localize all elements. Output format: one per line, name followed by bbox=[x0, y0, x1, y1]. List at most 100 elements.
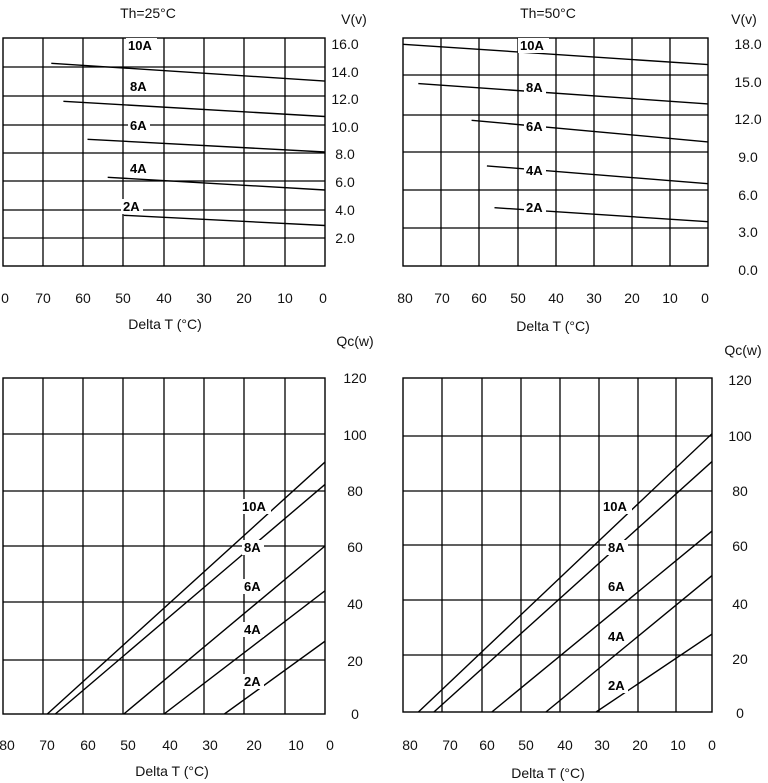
series-line-10a bbox=[417, 433, 712, 712]
series-line-4a bbox=[545, 575, 712, 712]
x-tick-label: 80 bbox=[0, 737, 15, 753]
x-tick-label: 80 bbox=[397, 290, 413, 306]
y-tick-label: 0.0 bbox=[738, 262, 758, 278]
x-tick-label: 60 bbox=[471, 290, 487, 306]
x-tick-label: 30 bbox=[196, 290, 212, 306]
series-label-8a: 8A bbox=[526, 80, 543, 95]
series-line-8a bbox=[63, 100, 325, 118]
series-label-bg bbox=[128, 161, 150, 176]
series-label-bg bbox=[242, 540, 264, 555]
series-label-4a: 4A bbox=[130, 161, 147, 176]
y-tick-label: 4.0 bbox=[335, 202, 355, 218]
series-line-6a bbox=[87, 138, 325, 153]
x-tick-label: 50 bbox=[510, 290, 526, 306]
x-tick-label: 0 bbox=[326, 737, 334, 753]
series-line-6a bbox=[491, 530, 712, 712]
y-tick-label: 9.0 bbox=[738, 149, 758, 165]
y-tick-label: 80 bbox=[347, 483, 363, 499]
x-tick-label: 0 bbox=[319, 290, 327, 306]
series-label-bg bbox=[606, 579, 628, 594]
series-label-bg bbox=[121, 199, 143, 214]
series-label-6a: 6A bbox=[130, 118, 147, 133]
series-label-6a: 6A bbox=[608, 579, 625, 594]
y-tick-label: 120 bbox=[728, 372, 752, 388]
y-tick-label: 6.0 bbox=[738, 187, 758, 203]
x-tick-label: 20 bbox=[236, 290, 252, 306]
series-line-8a bbox=[418, 82, 708, 105]
y-tick-label: 6.0 bbox=[335, 174, 355, 190]
x-tick-label: 10 bbox=[277, 290, 293, 306]
y-tick-label: 60 bbox=[732, 538, 748, 554]
series-label-bg bbox=[524, 200, 546, 215]
chart-panel-1: 10A 8A 6A 4A 2A 16.0 14.0 12.0 10.0 8.0 6.0 4.0 2.0 0… bbox=[1, 5, 367, 332]
series-label-bg bbox=[524, 119, 546, 134]
y-tick-label: 3.0 bbox=[738, 224, 758, 240]
y-tick-label: 80 bbox=[732, 483, 748, 499]
x-tick-label: 10 bbox=[670, 737, 686, 753]
y-tick-label: 0 bbox=[736, 705, 744, 721]
x-axis-title: Delta T (°C) bbox=[135, 763, 209, 779]
series-line-2a bbox=[595, 633, 712, 712]
series-label-bg bbox=[242, 622, 264, 637]
x-tick-label: 40 bbox=[156, 290, 172, 306]
series-line-4a bbox=[163, 590, 325, 714]
x-tick-label: 0 bbox=[1, 290, 9, 306]
x-axis-title: Delta T (°C) bbox=[128, 316, 202, 332]
series-label-2a: 2A bbox=[123, 199, 140, 214]
x-tick-label: 50 bbox=[115, 290, 131, 306]
y-tick-label: 10.0 bbox=[331, 119, 358, 135]
x-tick-label: 0 bbox=[708, 737, 716, 753]
x-tick-label: 80 bbox=[402, 737, 418, 753]
x-axis-title: Delta T (°C) bbox=[511, 765, 585, 781]
x-tick-label: 70 bbox=[434, 290, 450, 306]
y-tick-label: 16.0 bbox=[331, 36, 358, 52]
x-tick-label: 70 bbox=[442, 737, 458, 753]
series-line-6a bbox=[471, 119, 708, 143]
series-label-bg bbox=[606, 678, 628, 693]
series-line-2a bbox=[223, 640, 325, 714]
x-tick-label: 60 bbox=[80, 737, 96, 753]
x-tick-label: 20 bbox=[246, 737, 262, 753]
y-tick-label: 20 bbox=[347, 653, 363, 669]
x-tick-label: 50 bbox=[120, 737, 136, 753]
series-label-2a: 2A bbox=[244, 674, 261, 689]
chart-title: Th=25°C bbox=[120, 5, 176, 21]
series-line-8a bbox=[433, 460, 712, 712]
series-line-10a bbox=[51, 62, 325, 82]
series-label-4a: 4A bbox=[244, 622, 261, 637]
x-tick-label: 10 bbox=[662, 290, 678, 306]
y-tick-label: 100 bbox=[343, 427, 367, 443]
y-tick-label: 18.0 bbox=[734, 36, 761, 52]
series-label-4a: 4A bbox=[608, 629, 625, 644]
x-tick-label: 30 bbox=[202, 737, 218, 753]
series-line-8a bbox=[54, 483, 325, 714]
series-line-10a bbox=[403, 43, 708, 66]
series-label-bg bbox=[240, 499, 271, 514]
y-tick-label: 40 bbox=[347, 596, 363, 612]
x-tick-label: 40 bbox=[557, 737, 573, 753]
series-label-bg bbox=[606, 629, 628, 644]
y-axis-title: V(v) bbox=[341, 11, 367, 27]
series-label-10a: 10A bbox=[603, 499, 627, 514]
x-axis-title: Delta T (°C) bbox=[516, 318, 590, 334]
series-label-bg bbox=[128, 79, 150, 94]
x-tick-label: 30 bbox=[594, 737, 610, 753]
series-line-10a bbox=[46, 461, 325, 714]
series-label-2a: 2A bbox=[608, 678, 625, 693]
series-label-bg bbox=[242, 674, 264, 689]
x-tick-label: 40 bbox=[162, 737, 178, 753]
y-tick-label: 100 bbox=[728, 428, 752, 444]
series-label-8a: 8A bbox=[130, 79, 147, 94]
x-tick-label: 70 bbox=[39, 737, 55, 753]
x-tick-label: 50 bbox=[518, 737, 534, 753]
x-tick-label: 60 bbox=[479, 737, 495, 753]
series-label-4a: 4A bbox=[526, 163, 543, 178]
x-tick-label: 0 bbox=[701, 290, 709, 306]
x-tick-label: 20 bbox=[624, 290, 640, 306]
series-label-6a: 6A bbox=[244, 579, 261, 594]
y-tick-label: 2.0 bbox=[335, 230, 355, 246]
x-tick-label: 30 bbox=[586, 290, 602, 306]
